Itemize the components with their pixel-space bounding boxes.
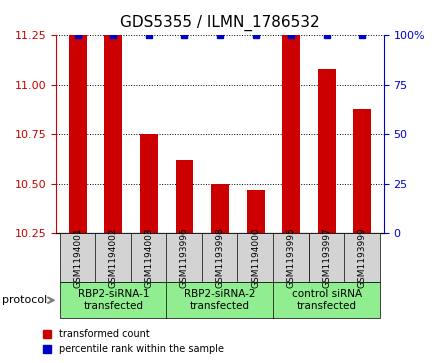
Bar [140,134,158,233]
Text: GSM1193995: GSM1193995 [287,227,296,288]
Bar [282,35,300,233]
Bar [211,184,229,233]
Bar [69,35,87,233]
Text: GSM1193999: GSM1193999 [358,227,367,288]
Title: GDS5355 / ILMN_1786532: GDS5355 / ILMN_1786532 [120,15,320,31]
Text: GSM1193998: GSM1193998 [216,227,224,288]
Text: GSM1194002: GSM1194002 [109,227,118,288]
Text: GSM1193996: GSM1193996 [180,227,189,288]
Text: GSM1194003: GSM1194003 [144,227,154,288]
Bar [353,109,371,233]
Text: RBP2-siRNA-2
transfected: RBP2-siRNA-2 transfected [184,289,256,311]
Text: GSM1194001: GSM1194001 [73,227,82,288]
Bar [247,189,264,233]
Text: GSM1193997: GSM1193997 [322,227,331,288]
Legend: transformed count, percentile rank within the sample: transformed count, percentile rank withi… [39,326,227,358]
Text: GSM1194000: GSM1194000 [251,227,260,288]
Bar [104,35,122,233]
Text: RBP2-siRNA-1
transfected: RBP2-siRNA-1 transfected [77,289,149,311]
Bar [176,160,194,233]
Bar [318,69,336,233]
Text: protocol: protocol [3,295,48,305]
Text: control siRNA
transfected: control siRNA transfected [292,289,362,311]
